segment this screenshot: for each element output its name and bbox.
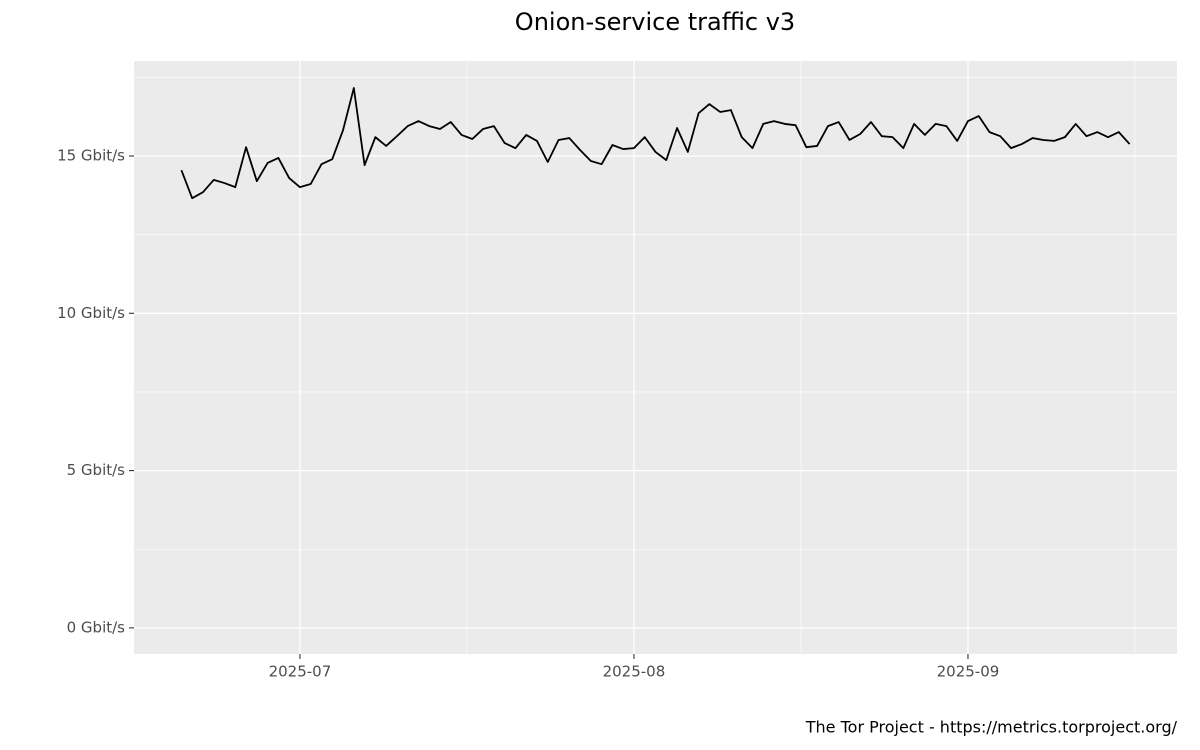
caption: The Tor Project - https://metrics.torpro… [805,718,1178,737]
y-tick-label: 10 Gbit/s [57,304,125,322]
x-tick-label: 2025-07 [269,663,332,681]
chart-title: Onion-service traffic v3 [515,8,795,36]
x-tick-label: 2025-09 [937,663,1000,681]
y-tick-label: 5 Gbit/s [67,461,126,479]
data-line [180,87,1131,200]
grid [134,61,1177,654]
y-tick-label: 15 Gbit/s [57,147,125,165]
plot-panel [134,61,1177,654]
y-tick-label: 0 Gbit/s [67,618,126,636]
x-tick-label: 2025-08 [603,663,666,681]
